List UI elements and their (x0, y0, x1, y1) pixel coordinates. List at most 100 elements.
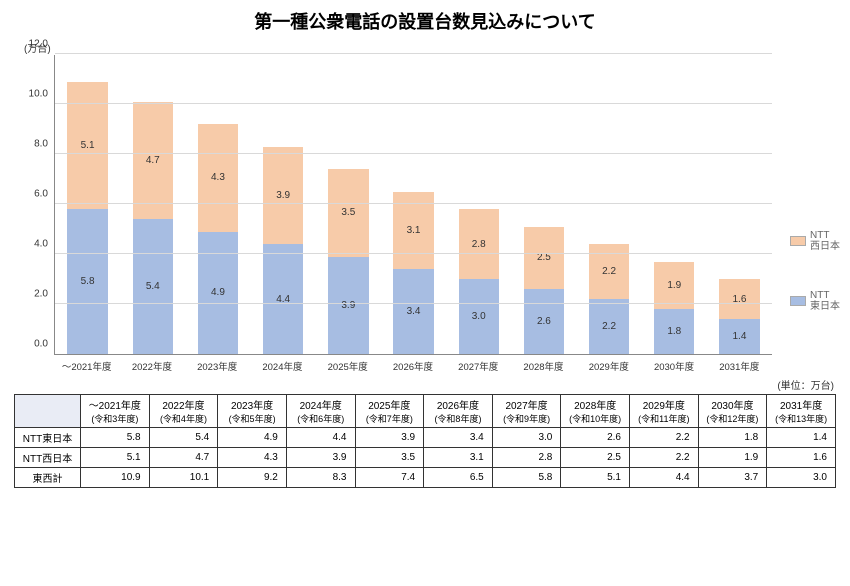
y-tick: 8.0 (34, 139, 48, 150)
bar-segment-west: 2.8 (459, 209, 499, 279)
col-header: 2022年度(令和4年度) (149, 395, 218, 428)
table-unit-note: (単位：万台) (14, 377, 834, 392)
bar-segment-west: 1.9 (654, 262, 694, 310)
cell: 1.4 (767, 428, 836, 448)
col-header: 2025年度(令和7年度) (355, 395, 424, 428)
bar-segment-east: 5.8 (67, 209, 107, 354)
cell: 9.2 (218, 468, 287, 488)
x-label: 2022年度 (119, 355, 184, 373)
bar-slot: 4.34.9 (185, 55, 250, 354)
x-label: 2025年度 (315, 355, 380, 373)
bar: 2.52.6 (524, 227, 564, 355)
legend-text-east: NTT 東日本 (810, 290, 840, 312)
bar-segment-east: 5.4 (133, 219, 173, 354)
chart-area: 0.02.04.06.08.010.012.0 5.15.84.75.44.34… (14, 55, 772, 355)
col-header: 2030年度(令和12年度) (698, 395, 767, 428)
grid-line (55, 103, 772, 104)
bar-segment-west: 3.9 (263, 147, 303, 245)
bar-slot: 1.61.4 (707, 55, 772, 354)
cell: 2.2 (630, 428, 699, 448)
row-label: 東西計 (15, 468, 81, 488)
y-tick: 12.0 (29, 39, 48, 50)
col-header: 〜2021年度(令和3年度) (81, 395, 150, 428)
bar: 1.91.8 (654, 262, 694, 355)
bar: 3.53.9 (328, 169, 368, 354)
col-header: 2028年度(令和10年度) (561, 395, 630, 428)
cell: 2.6 (561, 428, 630, 448)
bar-slot: 1.91.8 (642, 55, 707, 354)
table-corner (15, 395, 81, 428)
x-axis-labels: 〜2021年度2022年度2023年度2024年度2025年度2026年度202… (54, 355, 772, 373)
legend-east: NTT 東日本 (790, 290, 840, 312)
bar: 3.94.4 (263, 147, 303, 355)
bar-segment-west: 3.5 (328, 169, 368, 257)
cell: 4.7 (149, 448, 218, 468)
bar-segment-east: 1.8 (654, 309, 694, 354)
bar: 1.61.4 (719, 279, 759, 354)
x-label: 2023年度 (185, 355, 250, 373)
cell: 2.5 (561, 448, 630, 468)
x-label: 2024年度 (250, 355, 315, 373)
cell: 5.8 (81, 428, 150, 448)
cell: 1.9 (698, 448, 767, 468)
cell: 3.9 (286, 448, 355, 468)
bar: 5.15.8 (67, 82, 107, 355)
cell: 5.1 (81, 448, 150, 468)
cell: 5.8 (492, 468, 561, 488)
cell: 4.3 (218, 448, 287, 468)
bar-segment-east: 1.4 (719, 319, 759, 354)
cell: 1.8 (698, 428, 767, 448)
cell: 3.4 (424, 428, 493, 448)
col-header: 2026年度(令和8年度) (424, 395, 493, 428)
bar: 2.83.0 (459, 209, 499, 354)
plot: 5.15.84.75.44.34.93.94.43.53.93.13.42.83… (54, 55, 772, 355)
bar-segment-west: 1.6 (719, 279, 759, 319)
cell: 1.6 (767, 448, 836, 468)
y-tick: 6.0 (34, 189, 48, 200)
legend-text-west: NTT 西日本 (810, 230, 840, 252)
x-label: 2027年度 (446, 355, 511, 373)
bar-segment-east: 3.4 (393, 269, 433, 354)
cell: 7.4 (355, 468, 424, 488)
grid-line (55, 53, 772, 54)
cell: 2.2 (630, 448, 699, 468)
grid-line (55, 253, 772, 254)
cell: 8.3 (286, 468, 355, 488)
cell: 3.0 (767, 468, 836, 488)
bar: 4.75.4 (133, 102, 173, 355)
y-tick: 0.0 (34, 339, 48, 350)
x-label: 2030年度 (641, 355, 706, 373)
col-header: 2023年度(令和5年度) (218, 395, 287, 428)
bar-slot: 2.83.0 (446, 55, 511, 354)
y-tick: 10.0 (29, 89, 48, 100)
table-row: 東西計10.910.19.28.37.46.55.85.14.43.73.0 (15, 468, 836, 488)
cell: 10.1 (149, 468, 218, 488)
col-header: 2027年度(令和9年度) (492, 395, 561, 428)
cell: 3.5 (355, 448, 424, 468)
bar-slot: 3.53.9 (316, 55, 381, 354)
bar: 2.22.2 (589, 244, 629, 354)
grid-line (55, 303, 772, 304)
cell: 4.4 (286, 428, 355, 448)
cell: 4.4 (630, 468, 699, 488)
bar-segment-west: 4.7 (133, 102, 173, 220)
bar: 3.13.4 (393, 192, 433, 355)
row-label: NTT東日本 (15, 428, 81, 448)
bar-slot: 2.22.2 (577, 55, 642, 354)
bar-segment-east: 2.6 (524, 289, 564, 354)
grid-line (55, 153, 772, 154)
col-header: 2024年度(令和6年度) (286, 395, 355, 428)
legend-swatch-west (790, 236, 806, 246)
table-row: NTT西日本5.14.74.33.93.53.12.82.52.21.91.6 (15, 448, 836, 468)
bar-segment-west: 4.3 (198, 124, 238, 232)
cell: 3.7 (698, 468, 767, 488)
cell: 6.5 (424, 468, 493, 488)
y-tick: 4.0 (34, 239, 48, 250)
col-header: 2029年度(令和11年度) (630, 395, 699, 428)
bar-slot: 3.94.4 (251, 55, 316, 354)
y-axis: 0.02.04.06.08.010.012.0 (14, 55, 54, 355)
bar-segment-east: 3.9 (328, 257, 368, 355)
legend-west: NTT 西日本 (790, 230, 840, 252)
y-tick: 2.0 (34, 289, 48, 300)
bar-slot: 4.75.4 (120, 55, 185, 354)
